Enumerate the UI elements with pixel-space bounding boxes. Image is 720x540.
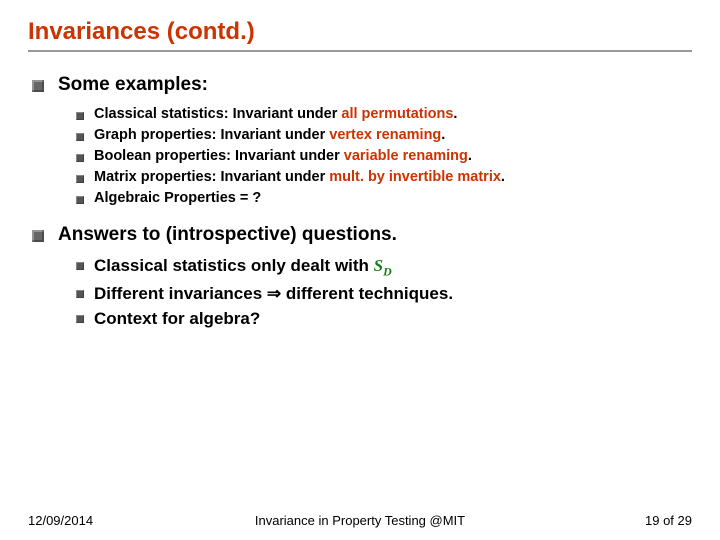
slide-content: Some examples: Classical statistics: Inv…: [28, 74, 692, 329]
examples-list: Classical statistics: Invariant under al…: [76, 106, 692, 206]
list-item: Boolean properties: Invariant under vari…: [76, 148, 692, 164]
item-text: Context for algebra?: [94, 309, 260, 329]
list-item: Matrix properties: Invariant under mult.…: [76, 169, 692, 185]
heading-text: Answers to (introspective) questions.: [58, 224, 397, 246]
heading-text: Some examples:: [58, 74, 208, 96]
bullet-small-icon: [76, 290, 84, 298]
item-text: Classical statistics only dealt with SD: [94, 256, 392, 279]
section-heading: Some examples:: [32, 74, 692, 96]
list-item: Algebraic Properties = ?: [76, 190, 692, 206]
bullet-small-icon: [76, 262, 84, 270]
answers-list: Classical statistics only dealt with SD …: [76, 256, 692, 329]
footer-title: Invariance in Property Testing @MIT: [0, 513, 720, 528]
section-heading: Answers to (introspective) questions.: [32, 224, 692, 246]
slide: Invariances (contd.) Some examples: Clas…: [0, 0, 720, 540]
item-text: Algebraic Properties = ?: [94, 190, 261, 206]
math-symbol: SD: [374, 256, 392, 275]
slide-title: Invariances (contd.): [28, 18, 692, 52]
slide-footer: 12/09/2014 Invariance in Property Testin…: [0, 513, 720, 528]
bullet-small-icon: [76, 196, 84, 204]
list-item: Graph properties: Invariant under vertex…: [76, 127, 692, 143]
bullet-small-icon: [76, 154, 84, 162]
list-item: Different invariances ⇒ different techni…: [76, 284, 692, 304]
list-item: Classical statistics only dealt with SD: [76, 256, 692, 279]
item-text: Graph properties: Invariant under vertex…: [94, 127, 445, 143]
bullet-small-icon: [76, 133, 84, 141]
item-text: Boolean properties: Invariant under vari…: [94, 148, 472, 164]
bullet-small-icon: [76, 315, 84, 323]
bullet-small-icon: [76, 175, 84, 183]
list-item: Context for algebra?: [76, 309, 692, 329]
list-item: Classical statistics: Invariant under al…: [76, 106, 692, 122]
bullet-small-icon: [76, 112, 84, 120]
bullet-large-icon: [32, 80, 44, 92]
item-text: Classical statistics: Invariant under al…: [94, 106, 457, 122]
item-text: Matrix properties: Invariant under mult.…: [94, 169, 505, 185]
bullet-large-icon: [32, 230, 44, 242]
item-text: Different invariances ⇒ different techni…: [94, 284, 453, 304]
